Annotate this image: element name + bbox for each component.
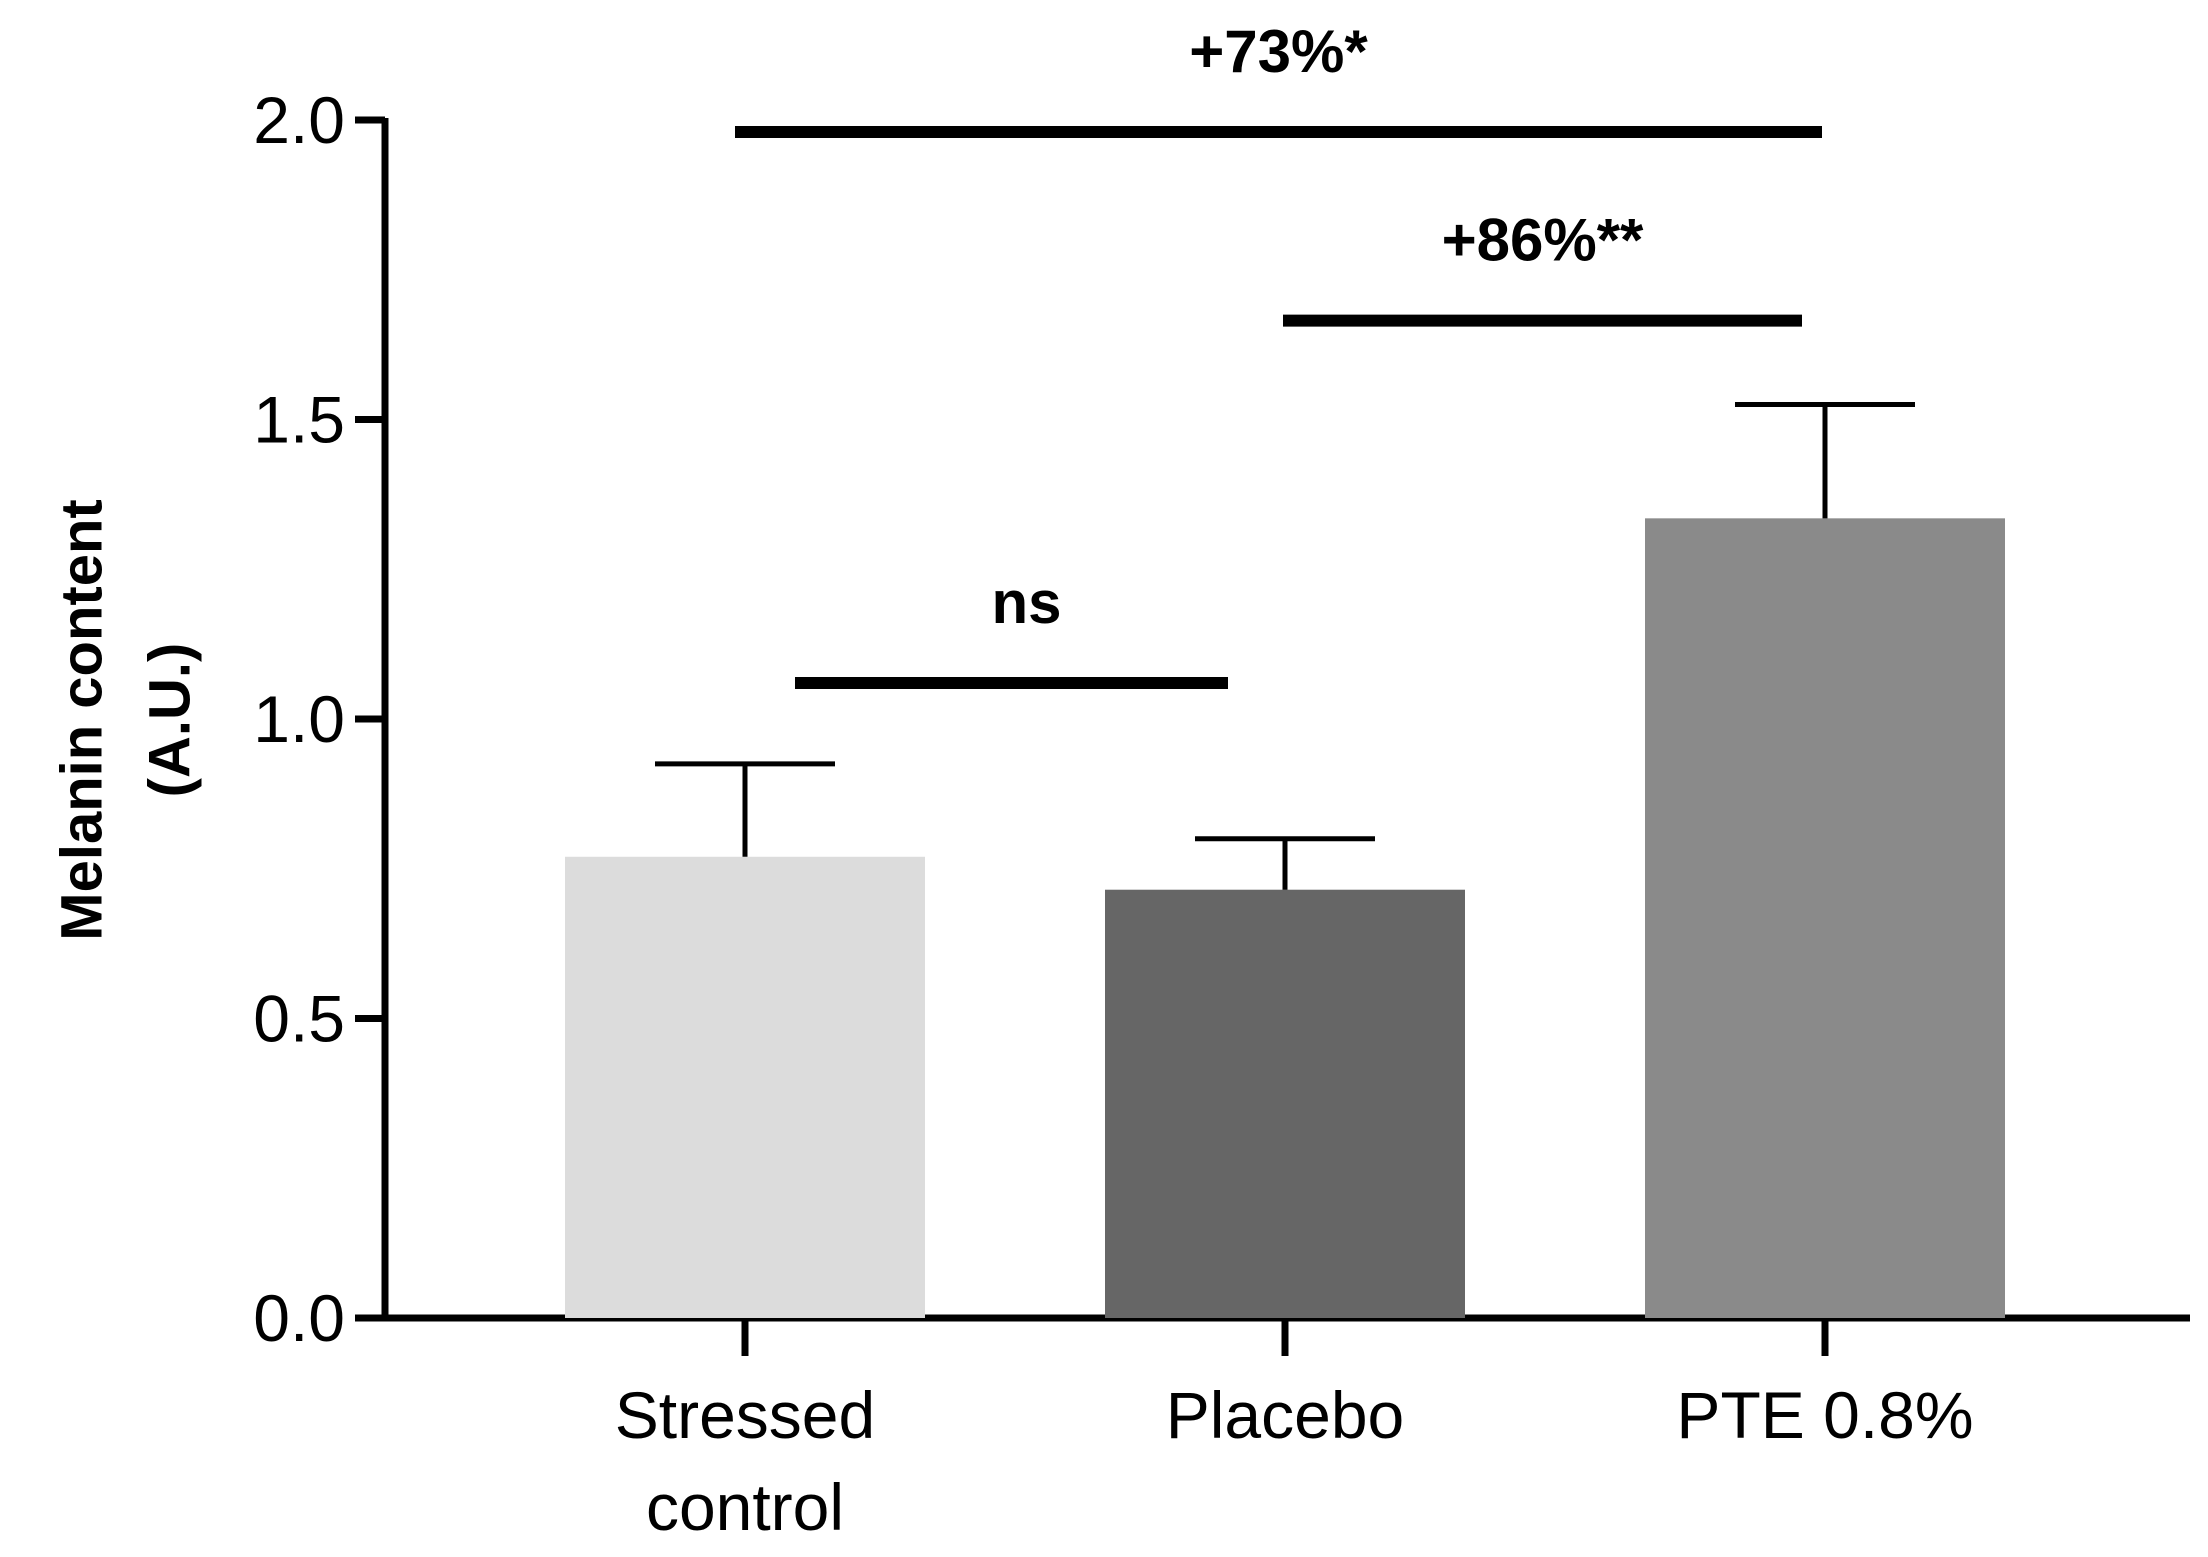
chart-bars [565, 518, 2005, 1318]
y-axis-title-line-1: (A.U.) [138, 643, 203, 798]
y-axis-title-line-0: Melanin content [50, 499, 115, 940]
y-tick-label-4: 2.0 [253, 83, 345, 157]
bar-0 [565, 856, 925, 1318]
y-tick-label-1: 0.5 [253, 982, 345, 1056]
bar-1 [1105, 889, 1465, 1318]
comparison-label-0: ns [991, 569, 1061, 636]
chart-comparisons [735, 125, 1822, 690]
x-tick-label-2-line-0: PTE 0.8% [1676, 1378, 1973, 1452]
chart-labels: 0.0 0.5 1.0 1.5 2.0 Stressed control Placebo PTE… [50, 18, 1974, 1544]
comparison-label-1: +86%** [1442, 207, 1644, 274]
chart-error-bars [655, 402, 1915, 890]
x-tick-label-1-line-0: Placebo [1166, 1378, 1405, 1452]
y-tick-label-0: 0.0 [253, 1281, 345, 1355]
y-tick-label-2: 1.0 [253, 682, 345, 756]
comparison-label-2: +73%* [1189, 18, 1368, 85]
x-tick-label-0-line-1: control [646, 1470, 844, 1544]
bar-2 [1645, 518, 2005, 1318]
x-tick-label-0-line-0: Stressed [615, 1378, 875, 1452]
y-tick-label-3: 1.5 [253, 383, 345, 457]
